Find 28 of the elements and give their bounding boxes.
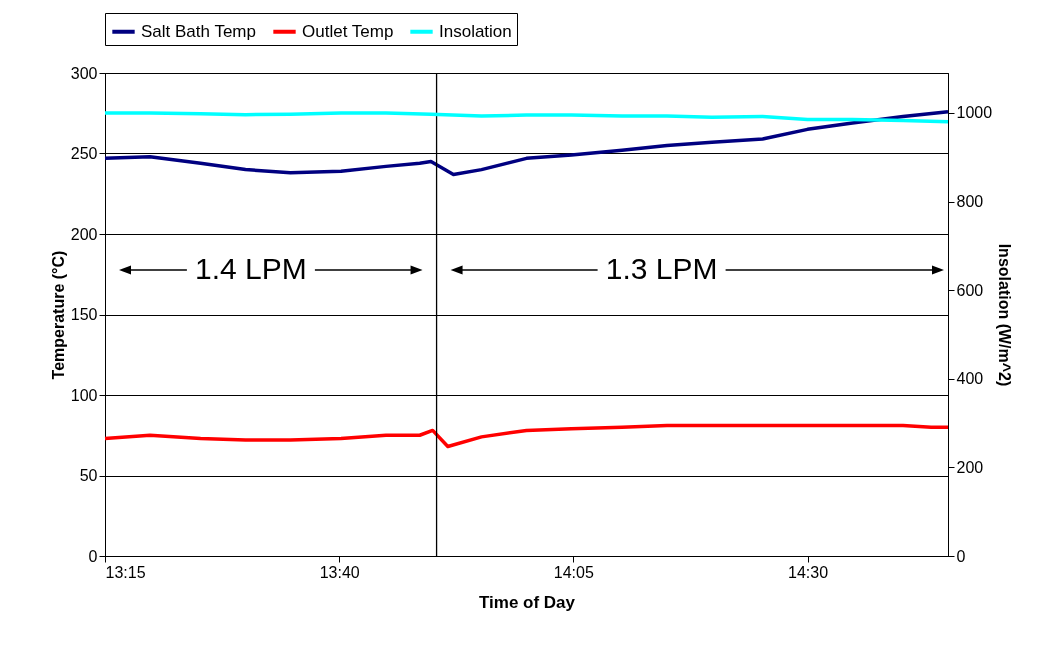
x-tick-label: 13:40 [319, 563, 360, 581]
y2-tick-label: 1000 [956, 104, 993, 122]
y2-tick-label: 600 [956, 281, 984, 299]
annotation: 1.3 LPM [605, 252, 718, 285]
x-tick-label: 14:05 [553, 563, 594, 581]
legend-label: Outlet Temp [302, 21, 394, 41]
y2-axis-title: Insolation (W/m^2) [996, 243, 1014, 387]
y-tick-label: 200 [70, 225, 98, 243]
x-tick-label: 14:30 [787, 563, 829, 581]
y-axis-title: Temperature (°C) [49, 250, 67, 380]
y-tick-label: 250 [70, 145, 98, 162]
y-tick-label: 50 [79, 467, 98, 484]
y-tick-label: 150 [70, 306, 98, 323]
line-series [103, 109, 950, 177]
y2-tick-label: 0 [956, 547, 966, 565]
y-tick-label: 100 [70, 386, 98, 404]
legend-label: Salt Bath Temp [141, 21, 256, 41]
y-tick-label: 300 [70, 64, 98, 82]
y2-tick-label: 200 [956, 458, 984, 476]
x-tick-label: 13:15 [105, 563, 146, 581]
annotation: 1.4 LPM [195, 252, 307, 285]
y2-tick-label: 800 [956, 193, 984, 210]
line-series [103, 111, 950, 124]
y2-tick-label: 400 [956, 370, 984, 388]
line-series [103, 423, 950, 449]
x-axis-title: Time of Day [478, 592, 576, 612]
legend-label: Insolation [439, 21, 512, 41]
y-tick-label: 0 [88, 547, 98, 565]
